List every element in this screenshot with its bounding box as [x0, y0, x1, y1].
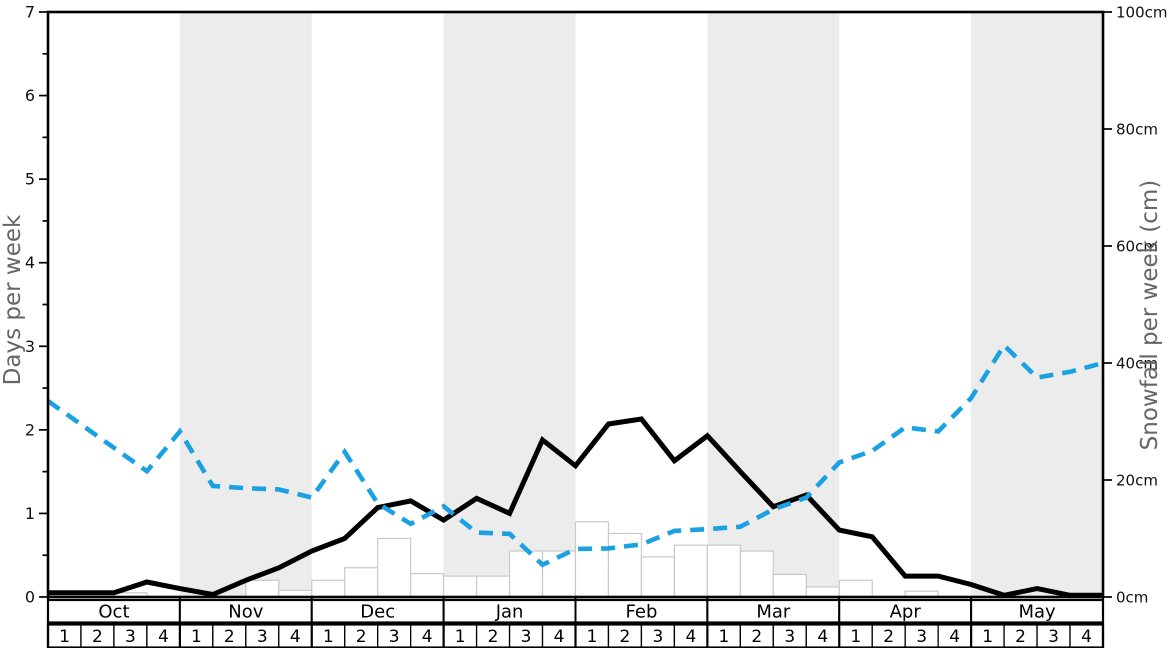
- right-tick-label: 20cm: [1116, 472, 1158, 490]
- left-tick-label: 1: [25, 504, 35, 523]
- month-band: [443, 12, 576, 597]
- month-label: Oct: [98, 602, 129, 623]
- week-label: 4: [290, 627, 301, 647]
- right-tick-label: 80cm: [1116, 121, 1158, 139]
- week-label: 3: [653, 627, 664, 647]
- week-label: 1: [982, 627, 993, 647]
- week-label: 1: [587, 627, 598, 647]
- week-label: 4: [817, 627, 828, 647]
- left-tick-label: 7: [25, 3, 35, 22]
- week-label: 4: [1081, 627, 1092, 647]
- month-band: [179, 12, 312, 597]
- week-label: 4: [949, 627, 960, 647]
- left-tick-label: 2: [25, 420, 35, 439]
- month-row-frame: [46, 598, 1105, 624]
- histogram-bar: [311, 579, 346, 598]
- week-label: 1: [59, 627, 70, 647]
- histogram-bar: [377, 537, 412, 598]
- week-label: 3: [784, 627, 795, 647]
- month-label: Dec: [360, 602, 395, 623]
- week-label: 2: [620, 627, 631, 647]
- week-label: 3: [916, 627, 927, 647]
- histogram-bar: [805, 586, 840, 598]
- histogram-bar: [443, 575, 478, 598]
- week-label: 4: [158, 627, 169, 647]
- week-label: 1: [455, 627, 466, 647]
- week-label: 1: [718, 627, 729, 647]
- left-tick-label: 6: [25, 86, 35, 105]
- days-per-week-line: [48, 416, 1103, 598]
- month-label: Jan: [495, 602, 524, 623]
- histogram-bar: [706, 544, 741, 598]
- week-label: 2: [751, 627, 762, 647]
- right-axis-title: Snowfall per week (cm): [1137, 180, 1163, 451]
- histogram-bar: [673, 544, 708, 598]
- week-label: 2: [488, 627, 499, 647]
- month-label: May: [1018, 602, 1056, 623]
- week-label: 3: [257, 627, 268, 647]
- week-label: 3: [389, 627, 400, 647]
- week-label: 2: [1015, 627, 1026, 647]
- histogram-bar: [508, 550, 544, 598]
- month-label: Mar: [756, 602, 791, 623]
- histogram-bar: [574, 521, 610, 598]
- week-label: 1: [191, 627, 202, 647]
- left-tick-label: 3: [25, 337, 35, 356]
- left-tick-label: 4: [25, 253, 35, 272]
- month-label: Nov: [228, 602, 263, 623]
- histogram-bar: [410, 572, 445, 598]
- week-label: 2: [883, 627, 894, 647]
- month-band: [707, 12, 840, 597]
- histogram-bar: [640, 556, 676, 598]
- right-tick-label: 0cm: [1116, 589, 1148, 607]
- week-label: 1: [850, 627, 861, 647]
- left-tick-label: 5: [25, 170, 35, 189]
- week-label: 1: [323, 627, 334, 647]
- month-band: [971, 12, 1103, 597]
- week-label: 2: [92, 627, 103, 647]
- histogram-bar: [838, 579, 873, 598]
- week-label: 4: [685, 627, 696, 647]
- week-label: 3: [1048, 627, 1059, 647]
- histogram-bar: [245, 579, 280, 598]
- left-axis-title: Days per week: [0, 214, 26, 385]
- week-label: 2: [356, 627, 367, 647]
- histogram-bar: [772, 573, 807, 598]
- week-label: 3: [521, 627, 532, 647]
- week-label: 4: [422, 627, 433, 647]
- month-label: Apr: [890, 602, 922, 623]
- histogram-bar: [475, 575, 511, 598]
- month-label: Feb: [626, 602, 658, 623]
- week-label: 2: [224, 627, 235, 647]
- week-label: 4: [554, 627, 565, 647]
- chart-layers: 0 1 2 3 4 5 6 7 0cm 20cm 40cm 60cm 80cm 100cm Oct Nov De…: [25, 3, 1168, 648]
- week-label: 3: [125, 627, 136, 647]
- left-tick-label: 0: [25, 588, 35, 607]
- histogram-bar: [739, 550, 774, 598]
- right-tick-label: 40cm: [1116, 355, 1158, 373]
- right-tick-label: 60cm: [1116, 238, 1158, 256]
- histogram-bar: [344, 567, 379, 598]
- right-tick-label: 100cm: [1116, 4, 1168, 22]
